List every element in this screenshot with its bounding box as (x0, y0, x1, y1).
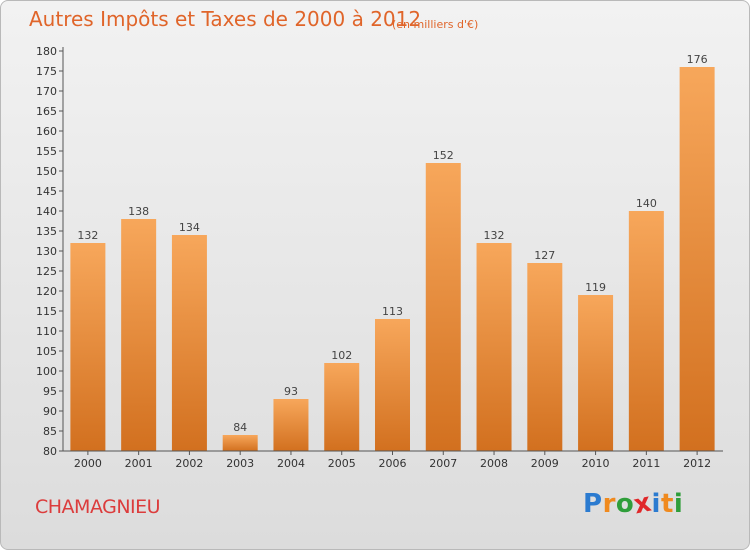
proxiti-logo: Proxiti (583, 488, 684, 521)
x-tick-label-2008: 2008 (480, 457, 508, 470)
bar-2003 (222, 435, 258, 451)
y-tick-label: 180 (36, 45, 57, 58)
y-tick-label: 170 (36, 85, 57, 98)
bar-2007 (425, 163, 461, 451)
bar-2000 (70, 243, 106, 451)
value-label-2009: 127 (534, 249, 555, 262)
y-tick-label: 175 (36, 65, 57, 78)
y-tick-label: 135 (36, 225, 57, 238)
x-tick-label-2010: 2010 (582, 457, 610, 470)
logo-letter: o (615, 489, 635, 519)
bar-2001 (121, 219, 157, 451)
bars: 132 138 134 84 93 102 113 152 132 127 119 140 176 (70, 53, 715, 451)
chart-subtitle: (en milliers d'€) (392, 18, 479, 31)
x-tick-label-2011: 2011 (632, 457, 660, 470)
logo-letter: i (651, 489, 661, 519)
y-tick-label: 115 (36, 305, 57, 318)
y-tick-label: 160 (36, 125, 57, 138)
x-axis: 2000 2001 2002 2003 2004 2005 2006 2007 2008 2009… (63, 450, 723, 470)
y-tick-label: 80 (43, 445, 57, 458)
value-label-2001: 138 (128, 205, 149, 218)
bar-2011 (628, 211, 664, 451)
y-tick-label: 150 (36, 165, 57, 178)
value-label-2010: 119 (585, 281, 606, 294)
y-tick-label: 145 (36, 185, 57, 198)
bar-2005 (324, 363, 360, 451)
logo-letter: t (660, 489, 674, 519)
city-name: CHAMAGNIEU (35, 496, 161, 518)
bar-2008 (476, 243, 512, 451)
chart-title: Autres Impôts et Taxes de 2000 à 2012 (29, 7, 422, 31)
value-label-2003: 84 (233, 421, 247, 434)
y-tick-label: 110 (36, 325, 57, 338)
x-tick-label-2007: 2007 (429, 457, 457, 470)
bar-2012 (679, 67, 715, 451)
value-label-2002: 134 (179, 221, 200, 234)
bar-2002 (171, 235, 207, 451)
x-tick-label-2009: 2009 (531, 457, 559, 470)
value-label-2008: 132 (484, 229, 505, 242)
bar-2006 (375, 319, 410, 451)
value-label-2004: 93 (284, 385, 298, 398)
value-label-2005: 102 (331, 349, 352, 362)
y-tick-label: 85 (43, 425, 57, 438)
value-label-2007: 152 (433, 149, 454, 162)
y-tick-label: 120 (36, 285, 57, 298)
y-tick-label: 100 (36, 365, 57, 378)
logo-letter: P (583, 489, 603, 519)
value-label-2000: 132 (77, 229, 98, 242)
y-tick-label: 130 (36, 245, 57, 258)
bar-2010 (578, 295, 614, 451)
y-tick-label: 125 (36, 265, 57, 278)
logo-letter: i (673, 489, 684, 519)
x-tick-label-2006: 2006 (379, 457, 407, 470)
y-tick-label: 155 (36, 145, 57, 158)
x-tick-label-2003: 2003 (226, 457, 254, 470)
x-tick-label-2002: 2002 (175, 457, 203, 470)
y-tick-label: 105 (36, 345, 57, 358)
y-tick-label: 95 (43, 385, 57, 398)
x-tick-label-2005: 2005 (328, 457, 356, 470)
bar-2004 (273, 399, 309, 451)
logo-letter: r (602, 489, 616, 519)
bar-2009 (527, 263, 563, 451)
x-tick-label-2000: 2000 (74, 457, 102, 470)
y-tick-label: 140 (36, 205, 57, 218)
y-tick-label: 165 (36, 105, 57, 118)
x-tick-label-2001: 2001 (125, 457, 153, 470)
value-label-2006: 113 (382, 305, 403, 318)
x-tick-label-2004: 2004 (277, 457, 305, 470)
value-label-2011: 140 (636, 197, 657, 210)
x-tick-label-2012: 2012 (683, 457, 711, 470)
value-label-2012: 176 (687, 53, 708, 66)
y-axis: 80 85 90 95 100 105 110 115 120 125 130 135 140 145 15… (36, 45, 64, 458)
y-tick-label: 90 (43, 405, 57, 418)
